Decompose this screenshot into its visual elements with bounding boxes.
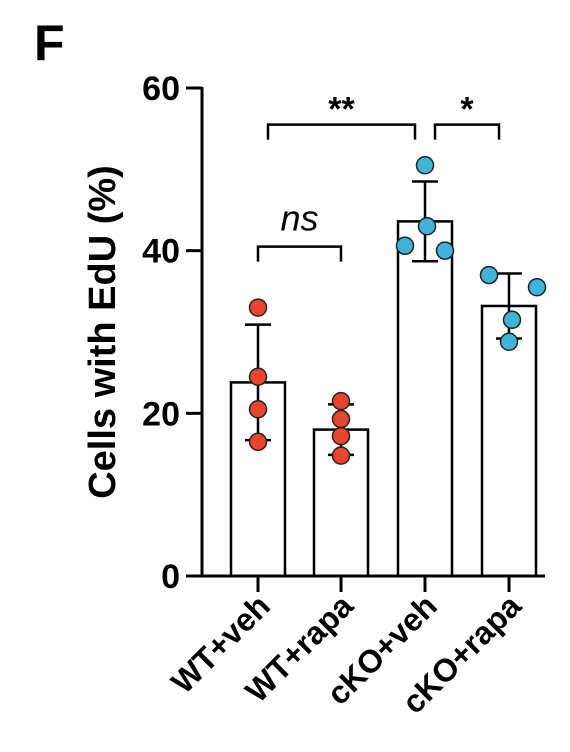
y-tick-label: 0 bbox=[161, 558, 180, 596]
panel-label: F bbox=[34, 15, 65, 71]
data-point bbox=[331, 409, 351, 429]
significance-label: ns bbox=[280, 198, 318, 239]
data-point bbox=[331, 426, 351, 446]
data-point bbox=[435, 241, 455, 260]
y-axis: 0 20 40 60 bbox=[142, 70, 204, 596]
data-point bbox=[527, 278, 547, 297]
data-point bbox=[502, 310, 522, 330]
bars bbox=[229, 220, 538, 578]
data-point bbox=[248, 367, 268, 386]
data-points bbox=[248, 156, 547, 465]
y-tick-label: 20 bbox=[142, 395, 180, 433]
bar bbox=[396, 220, 454, 578]
data-point bbox=[479, 265, 499, 285]
significance-bracket bbox=[266, 123, 417, 140]
data-point bbox=[248, 400, 268, 419]
significance-bracket bbox=[256, 245, 343, 262]
data-point bbox=[499, 332, 519, 352]
significance-bracket bbox=[433, 123, 501, 140]
y-tick-label: 60 bbox=[142, 70, 180, 108]
data-point bbox=[395, 236, 415, 256]
significance-label: ** bbox=[328, 91, 355, 129]
y-axis-label: Cells with EdU (%) bbox=[82, 165, 124, 499]
data-point bbox=[248, 432, 268, 452]
data-point bbox=[331, 391, 351, 411]
significance-annotations: ns** * bbox=[256, 91, 501, 262]
significance-label: * bbox=[460, 91, 474, 129]
data-point bbox=[248, 298, 268, 317]
data-point bbox=[331, 446, 351, 465]
y-tick-label: 40 bbox=[142, 233, 180, 271]
data-point bbox=[417, 217, 437, 236]
data-point bbox=[415, 156, 435, 175]
